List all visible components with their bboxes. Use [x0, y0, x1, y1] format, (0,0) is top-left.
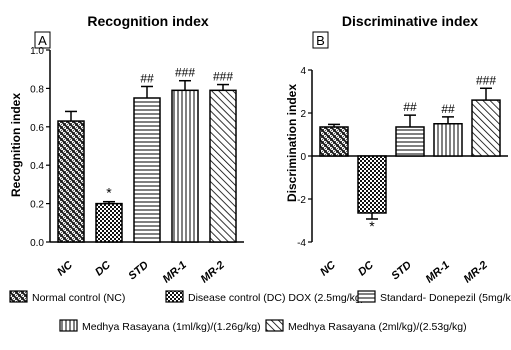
- y-tick-label: 0.4: [30, 161, 44, 172]
- y-tick-label: 4: [300, 66, 306, 77]
- bar-std: [395, 126, 425, 157]
- panel-label: A: [38, 33, 47, 48]
- legend-swatch: [59, 319, 78, 332]
- legend-entry: Medhya Rasayana (1ml/kg)/(1.26g/kg): [82, 321, 261, 333]
- legend-entry: Disease control (DC) DOX (2.5mg/kg): [188, 292, 364, 304]
- x-tick-label: DC: [93, 258, 114, 278]
- panel-label: B: [316, 33, 325, 48]
- significance-marker: ##: [441, 102, 455, 116]
- x-tick-label: STD: [389, 259, 414, 282]
- chart-title: Discriminative index: [342, 13, 478, 29]
- y-tick-label: 0.2: [30, 200, 44, 211]
- bar-mr-1: [433, 123, 463, 157]
- y-tick-label: 1.0: [30, 46, 44, 57]
- x-tick-label: MR-1: [424, 259, 452, 285]
- bar-dc: [95, 202, 123, 243]
- legend-swatch: [357, 290, 376, 303]
- y-axis-label: Discrimination index: [285, 84, 299, 202]
- y-tick-label: 0.6: [30, 123, 44, 134]
- bar-dc: [357, 155, 387, 214]
- x-tick-label: MR-2: [462, 259, 490, 285]
- bar-mr-1: [171, 89, 199, 243]
- chart-title: Recognition index: [87, 13, 209, 29]
- legend: Normal control (NC) Disease control (DC) …: [9, 290, 511, 333]
- legend-swatch: [9, 290, 28, 303]
- legend-swatch: [265, 319, 284, 332]
- significance-marker: ##: [403, 100, 417, 114]
- significance-marker: ##: [140, 71, 154, 85]
- panel-label-box: [312, 31, 329, 49]
- y-tick-label: 0.8: [30, 84, 44, 95]
- panel-label-box: [34, 31, 51, 49]
- y-tick-label: 0: [300, 152, 306, 163]
- significance-marker: ###: [175, 66, 195, 80]
- y-tick-label: -4: [297, 238, 306, 249]
- x-tick-label: MR-1: [161, 259, 189, 285]
- x-tick-label: MR-2: [199, 259, 227, 285]
- significance-marker: *: [106, 185, 112, 201]
- x-tick-label: NC: [318, 258, 339, 278]
- x-tick-label: DC: [356, 258, 377, 278]
- legend-entry: Medhya Rasayana (2ml/kg)/(2.53g/kg): [288, 321, 467, 333]
- bar-mr-2: [209, 89, 237, 243]
- legend-swatch: [165, 290, 184, 303]
- significance-marker: *: [369, 218, 375, 234]
- x-tick-label: STD: [126, 259, 151, 282]
- y-tick-label: 0.0: [30, 238, 44, 249]
- plot-area: -4 -2 0 2 4 NC * DC ## STD ## MR-1 ### MR-2: [297, 66, 508, 286]
- bar-std: [133, 97, 161, 243]
- bar-mr-2: [471, 99, 501, 157]
- bar-nc: [319, 126, 349, 157]
- y-axis-label: Recognition index: [9, 93, 23, 197]
- significance-marker: ###: [476, 73, 496, 87]
- bar-nc: [57, 120, 85, 243]
- panel-discriminative-index: Discriminative index B Discrimination in…: [285, 13, 508, 286]
- x-tick-label: NC: [55, 258, 76, 278]
- y-tick-label: -2: [297, 195, 306, 206]
- legend-entry: Normal control (NC): [32, 292, 125, 304]
- significance-marker: ###: [213, 70, 233, 84]
- plot-area: 0.0 0.2 0.4 0.6 0.8 1.0 NC * DC ## STD ### MR-1 ### MR…: [30, 46, 244, 286]
- legend-entry: Standard- Donepezil (5mg/kg): [380, 292, 511, 304]
- y-tick-label: 2: [300, 109, 306, 120]
- panel-recognition-index: Recognition index A Recognition index 0.…: [9, 13, 244, 286]
